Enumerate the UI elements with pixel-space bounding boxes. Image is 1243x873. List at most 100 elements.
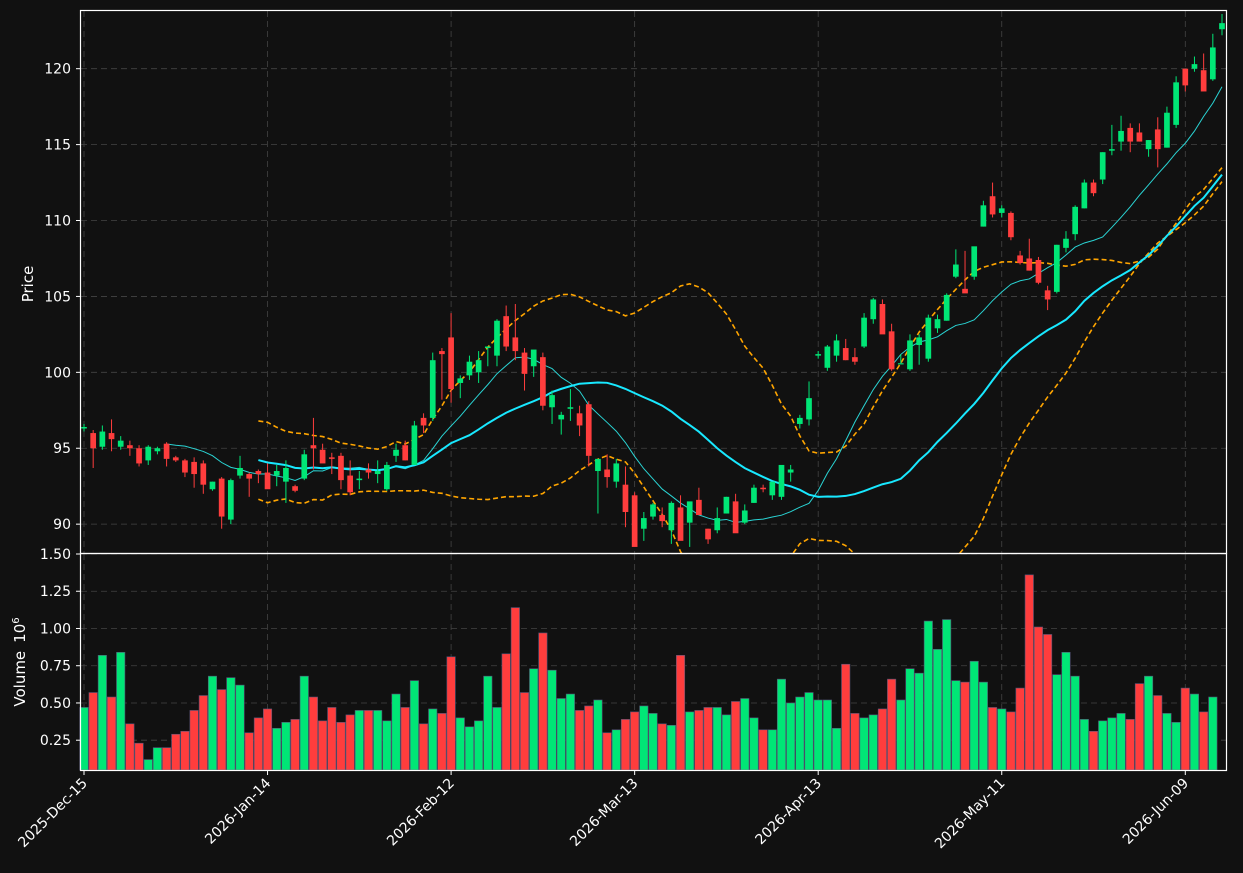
- volume-bar: [226, 677, 236, 771]
- volume-bar: [1171, 722, 1181, 771]
- candle-body: [677, 507, 684, 541]
- candle-body: [273, 471, 280, 476]
- volume-bar: [107, 696, 117, 771]
- candle-body: [182, 460, 188, 473]
- candle-body: [154, 448, 161, 452]
- volume-frame: [79, 552, 1228, 772]
- volume-bar: [721, 714, 731, 771]
- volume-axis-name: Volume: [11, 651, 29, 707]
- volume-bar: [841, 663, 851, 771]
- volume-bar: [198, 695, 208, 771]
- volume-bar: [180, 730, 190, 771]
- volume-bar: [318, 720, 328, 771]
- candle-body: [521, 352, 528, 374]
- volume-bar: [409, 680, 419, 771]
- volume-bar: [244, 732, 254, 771]
- candle-body: [163, 443, 170, 459]
- volume-bar: [685, 711, 695, 771]
- candle-body: [1044, 290, 1051, 300]
- volume-tick-label: 1.25: [40, 584, 71, 600]
- volume-bar: [152, 747, 162, 771]
- volume-bar: [253, 717, 263, 771]
- candle-body: [347, 475, 353, 493]
- volume-bar: [529, 668, 539, 771]
- volume-bar: [1015, 687, 1025, 771]
- candle-body: [998, 208, 1005, 213]
- candle-body: [659, 515, 666, 522]
- candle-body: [512, 337, 519, 352]
- candle-body: [732, 501, 739, 534]
- volume-bar: [327, 707, 337, 771]
- volume-axis-label: Volume 106: [11, 617, 29, 706]
- candle-body: [861, 317, 867, 347]
- volume-bar: [428, 708, 438, 771]
- volume-scale-exponent: 6: [11, 617, 22, 623]
- candle-body: [1008, 212, 1014, 238]
- volume-bars: [79, 574, 1218, 771]
- volume-bar: [703, 707, 713, 771]
- volume-bar: [1116, 713, 1126, 771]
- candle-body: [530, 349, 537, 367]
- price-y-ticks: 90 95 100 105 110 115 120: [44, 62, 81, 533]
- candle-body: [796, 417, 803, 424]
- candle-body: [815, 354, 822, 356]
- volume-bar: [382, 720, 392, 771]
- candle-body: [301, 454, 308, 479]
- candle-body: [631, 495, 638, 547]
- candle-body: [540, 357, 546, 406]
- candle-body: [246, 474, 253, 479]
- candle-body: [870, 299, 877, 320]
- volume-bar: [776, 678, 787, 771]
- volume-bar: [464, 726, 474, 771]
- candle-body: [1136, 132, 1143, 142]
- candle-body: [897, 363, 904, 365]
- volume-bar: [951, 680, 961, 771]
- volume-bar: [1107, 717, 1117, 771]
- volume-bar: [519, 692, 530, 771]
- candle-body: [466, 361, 473, 376]
- candle-body: [117, 440, 124, 447]
- candle-body: [953, 264, 959, 277]
- volume-bar: [143, 759, 153, 771]
- volume-bar: [483, 675, 493, 771]
- candle-body: [1063, 238, 1069, 248]
- volume-bar: [207, 675, 218, 771]
- candle-body: [439, 351, 445, 355]
- slow-moving-average-line: [258, 174, 1223, 498]
- volume-bar: [1153, 695, 1163, 771]
- candle-body: [714, 518, 721, 531]
- candle-body: [1182, 68, 1189, 86]
- volume-bar: [795, 696, 805, 771]
- volume-bar: [1144, 675, 1154, 771]
- candle-body: [934, 319, 941, 329]
- candle-body: [457, 378, 464, 383]
- candle-body: [962, 288, 968, 294]
- candle-body: [760, 487, 766, 490]
- candle-body: [209, 481, 216, 490]
- volume-bar: [1189, 693, 1199, 771]
- price-tick-label: 100: [44, 365, 71, 381]
- candle-body: [842, 348, 849, 361]
- candle-body: [1035, 259, 1042, 283]
- candle-body: [338, 455, 344, 481]
- volume-bar: [446, 656, 456, 771]
- volume-bar: [391, 693, 401, 771]
- candle-body: [650, 504, 656, 517]
- volume-bar: [134, 742, 144, 771]
- volume-panel: 0.25 0.50 0.75 1.00 1.25 1.50 Volume 106: [11, 547, 1226, 771]
- candle-body: [833, 340, 840, 356]
- volume-bar: [868, 714, 878, 771]
- candle-body: [1026, 258, 1033, 271]
- candle-body: [1053, 244, 1060, 292]
- candle-body: [778, 464, 785, 497]
- bollinger-bands: [258, 167, 1223, 553]
- volume-bar: [620, 719, 630, 771]
- candle-body: [503, 316, 510, 347]
- candle-body: [1154, 129, 1161, 150]
- volume-bar: [887, 678, 897, 771]
- volume-bar: [932, 649, 943, 771]
- volume-bar: [832, 727, 842, 771]
- volume-bar: [565, 693, 575, 771]
- volume-bar: [731, 701, 741, 771]
